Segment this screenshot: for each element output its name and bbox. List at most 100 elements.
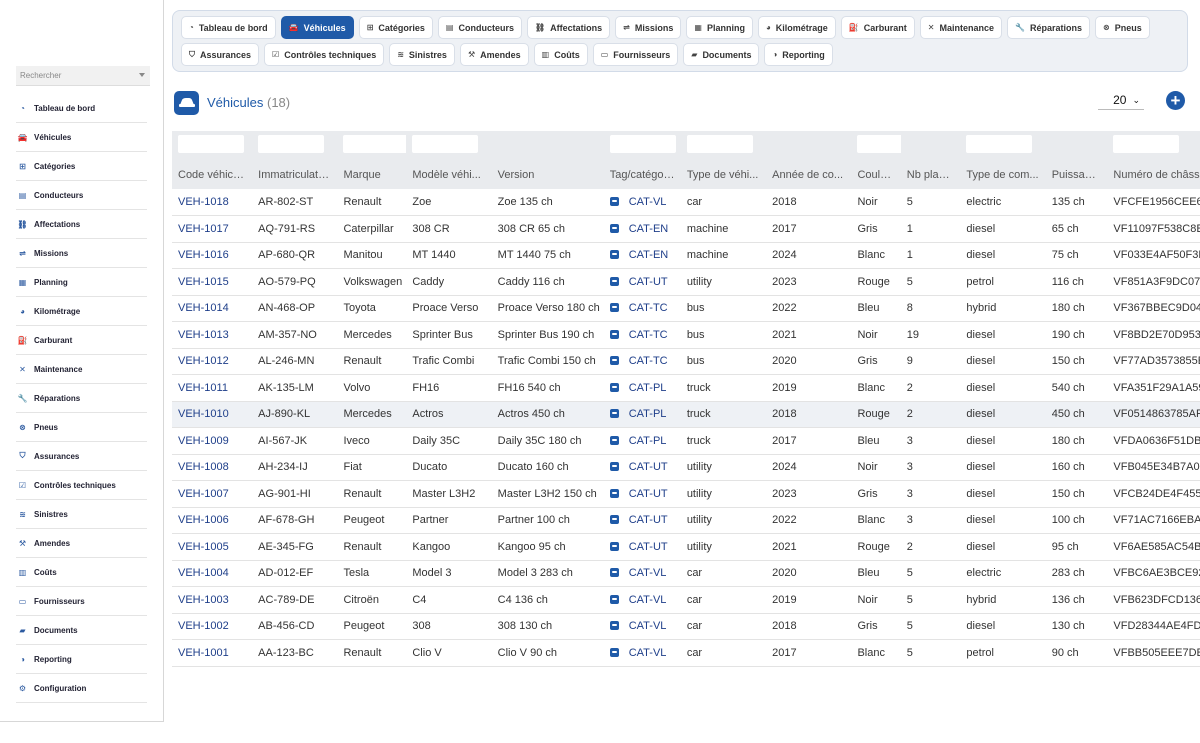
sidebar-item[interactable]: 🚘 Véhicules: [16, 123, 147, 152]
sidebar-item[interactable]: ⚒ Amendes: [16, 529, 147, 558]
table-cell[interactable]: VEH-1011: [172, 374, 253, 402]
table-cell[interactable]: VEH-1009: [172, 427, 253, 455]
column-filter-input[interactable]: [1113, 135, 1180, 153]
table-row[interactable]: VEH-1001 AA-123-BC Renault Clio V Clio V 90 …: [172, 639, 1200, 667]
nav-tab[interactable]: ▭ Fournisseurs: [592, 43, 679, 66]
table-cell[interactable]: VEH-1002: [172, 613, 253, 640]
nav-tab[interactable]: ⛽ Carburant: [840, 16, 915, 39]
category-tag[interactable]: CAT-EN: [628, 249, 669, 262]
column-header[interactable]: Type de com...: [960, 160, 1046, 189]
column-filter-input[interactable]: [966, 135, 1033, 153]
table-row[interactable]: VEH-1015 AO-579-PQ Volkswagen Caddy Caddy 11…: [172, 268, 1200, 296]
sidebar-item[interactable]: ⛽ Carburant: [16, 326, 147, 355]
page-size-select[interactable]: 20 ⌄: [1098, 91, 1144, 110]
category-tag[interactable]: CAT-TC: [628, 328, 668, 341]
category-tag[interactable]: CAT-VL: [628, 567, 667, 580]
nav-tab[interactable]: ⊞ Catégories: [358, 16, 433, 39]
column-filter-input[interactable]: [178, 135, 244, 153]
nav-tab[interactable]: ≋ Sinistres: [389, 43, 455, 66]
nav-tab[interactable]: ⇌ Missions: [615, 16, 682, 39]
nav-tab[interactable]: ⛉ Assurances: [181, 43, 260, 66]
table-row[interactable]: VEH-1009 AI-567-JK Iveco Daily 35C Daily 35C…: [172, 427, 1200, 455]
sidebar-item[interactable]: ⛓ Affectations: [16, 210, 147, 239]
column-header[interactable]: Modèle véhi...: [406, 160, 492, 189]
table-cell[interactable]: VEH-1003: [172, 586, 253, 614]
table-row[interactable]: VEH-1012 AL-246-MN Renault Trafic Combi Traf…: [172, 348, 1200, 375]
sidebar-item[interactable]: ≋ Sinistres: [16, 500, 147, 529]
category-tag[interactable]: CAT-UT: [628, 514, 668, 527]
column-filter-input[interactable]: [258, 135, 325, 153]
nav-tab[interactable]: ⛓ Affectations: [527, 16, 611, 39]
category-tag[interactable]: CAT-UT: [628, 540, 668, 553]
category-tag[interactable]: CAT-TC: [628, 355, 668, 368]
sidebar-item[interactable]: ◔ Tableau de bord: [16, 94, 147, 123]
table-row[interactable]: VEH-1013 AM-357-NO Mercedes Sprinter Bus Spr…: [172, 321, 1200, 349]
table-row[interactable]: VEH-1005 AE-345-FG Renault Kangoo Kangoo 95 …: [172, 533, 1200, 561]
category-tag[interactable]: CAT-UT: [628, 275, 668, 288]
sidebar-item[interactable]: ▤ Conducteurs: [16, 181, 147, 210]
nav-tab[interactable]: ▤ Conducteurs: [437, 16, 522, 39]
table-cell[interactable]: VEH-1004: [172, 560, 253, 587]
column-header[interactable]: Couleur: [851, 160, 901, 189]
nav-tab[interactable]: ⚒ Amendes: [459, 43, 529, 66]
nav-tab[interactable]: ⊗ Pneus: [1095, 16, 1150, 39]
nav-tab[interactable]: ◔ Tableau de bord: [181, 16, 276, 39]
column-header[interactable]: Année de co...: [766, 160, 852, 189]
table-cell[interactable]: VEH-1013: [172, 321, 253, 349]
table-cell[interactable]: VEH-1008: [172, 454, 253, 481]
table-cell[interactable]: VEH-1017: [172, 215, 253, 243]
sidebar-item[interactable]: ▥ Coûts: [16, 558, 147, 587]
category-tag[interactable]: CAT-PL: [628, 408, 667, 421]
table-cell[interactable]: VEH-1015: [172, 268, 253, 296]
category-tag[interactable]: CAT-VL: [628, 593, 667, 606]
table-cell[interactable]: VEH-1007: [172, 480, 253, 508]
nav-tab[interactable]: 🔧 Réparations: [1007, 16, 1090, 39]
nav-tab[interactable]: ✕ Maintenance: [919, 16, 1003, 39]
column-header[interactable]: Code véhicule: [172, 160, 253, 189]
table-row[interactable]: VEH-1017 AQ-791-RS Caterpillar 308 CR 308 CR…: [172, 215, 1200, 243]
category-tag[interactable]: CAT-PL: [628, 434, 667, 447]
nav-tab[interactable]: 🚘 Véhicules: [280, 16, 354, 39]
sidebar-item[interactable]: ⇌ Missions: [16, 239, 147, 268]
table-row[interactable]: VEH-1011 AK-135-LM Volvo FH16 FH16 540 ch CAT…: [172, 374, 1200, 402]
column-header[interactable]: Type de véhi...: [680, 160, 767, 189]
table-row[interactable]: VEH-1007 AG-901-HI Renault Master L3H2 Maste…: [172, 480, 1200, 508]
column-header[interactable]: Immatriculation: [252, 160, 338, 189]
sidebar-item[interactable]: ◑ Reporting: [16, 645, 147, 674]
sidebar-item[interactable]: ⊞ Catégories: [16, 152, 147, 181]
nav-tab[interactable]: ▰ Documents: [683, 43, 760, 66]
table-row[interactable]: VEH-1010 AJ-890-KL Mercedes Actros Actros 45…: [172, 401, 1200, 428]
table-cell[interactable]: VEH-1005: [172, 533, 253, 561]
category-tag[interactable]: CAT-VL: [628, 196, 667, 208]
category-tag[interactable]: CAT-PL: [628, 381, 667, 394]
column-filter-input[interactable]: [343, 135, 410, 153]
category-tag[interactable]: CAT-VL: [628, 620, 667, 633]
chevron-down-icon[interactable]: [139, 73, 145, 77]
column-header[interactable]: Nb places: [900, 160, 961, 189]
table-row[interactable]: VEH-1014 AN-468-OP Toyota Proace Verso Proac…: [172, 295, 1200, 322]
column-header[interactable]: Puissance: [1045, 160, 1108, 189]
table-cell[interactable]: VEH-1018: [172, 189, 253, 216]
table-cell[interactable]: VEH-1012: [172, 348, 253, 375]
category-tag[interactable]: CAT-UT: [628, 487, 668, 500]
sidebar-item[interactable]: ☑ Contrôles techniques: [16, 471, 147, 500]
nav-tab[interactable]: ◑ Reporting: [764, 43, 833, 66]
column-header[interactable]: Version: [491, 160, 604, 189]
table-row[interactable]: VEH-1002 AB-456-CD Peugeot 308 308 130 ch CAT…: [172, 613, 1200, 640]
sidebar-item[interactable]: ▦ Planning: [16, 268, 147, 297]
sidebar-item[interactable]: ▰ Documents: [16, 616, 147, 645]
nav-tab[interactable]: ☑ Contrôles techniques: [264, 43, 385, 66]
table-row[interactable]: VEH-1008 AH-234-IJ Fiat Ducato Ducato 160 ch…: [172, 454, 1200, 481]
sidebar-search-select[interactable]: Rechercher: [16, 66, 150, 86]
table-cell[interactable]: VEH-1014: [172, 295, 253, 322]
sidebar-item[interactable]: ▭ Fournisseurs: [16, 587, 147, 616]
add-vehicle-button[interactable]: +: [1166, 91, 1185, 110]
sidebar-item[interactable]: ⛉ Assurances: [16, 442, 147, 471]
column-filter-input[interactable]: [609, 135, 676, 153]
table-cell[interactable]: VEH-1001: [172, 639, 253, 667]
table-cell[interactable]: VEH-1006: [172, 507, 253, 534]
sidebar-item[interactable]: ⊗ Pneus: [16, 413, 147, 442]
table-row[interactable]: VEH-1018 AR-802-ST Renault Zoe Zoe 135 ch CAT…: [172, 189, 1200, 216]
nav-tab[interactable]: ◕ Kilométrage: [757, 16, 836, 39]
sidebar-item[interactable]: 🔧 Réparations: [16, 384, 147, 413]
